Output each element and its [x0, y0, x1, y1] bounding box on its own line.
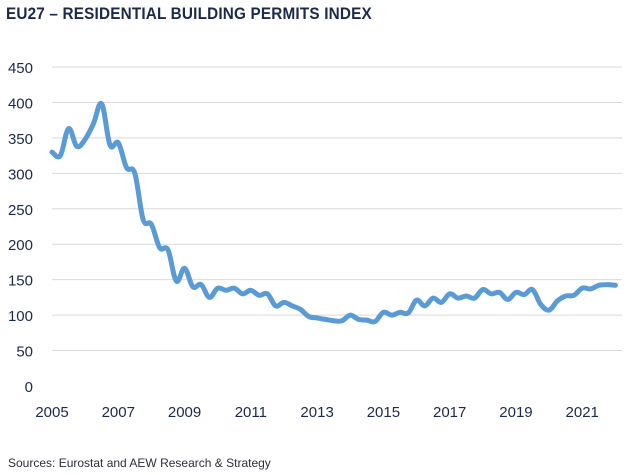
gridlines — [52, 66, 622, 352]
x-tick-label: 2017 — [433, 404, 466, 421]
x-tick-label: 2007 — [102, 404, 135, 421]
x-tick-label: 2009 — [168, 404, 201, 421]
x-tick-label: 2011 — [235, 404, 267, 421]
y-tick-label: 50 — [16, 344, 33, 361]
y-axis-tick-labels: 0 50 100 150 200 250 300 350 400 450 — [8, 60, 33, 396]
y-tick-label: 250 — [8, 202, 33, 219]
y-tick-label: 300 — [8, 166, 33, 183]
x-tick-label: 2005 — [35, 404, 68, 421]
y-tick-label: 450 — [8, 60, 33, 77]
x-tick-label: 2013 — [300, 404, 333, 421]
series-line-0 — [49, 100, 618, 325]
source-note: Sources: Eurostat and AEW Research & Str… — [8, 456, 271, 470]
y-tick-label: 0 — [25, 379, 33, 396]
chart-title: EU27 – RESIDENTIAL BUILDING PERMITS INDE… — [6, 4, 372, 23]
y-tick-label: 350 — [8, 131, 33, 148]
x-tick-label: 2021 — [566, 404, 599, 421]
y-tick-label: 200 — [8, 237, 33, 254]
y-tick-label: 400 — [8, 95, 33, 112]
x-tick-label: 2019 — [499, 404, 532, 421]
y-tick-label: 150 — [8, 273, 33, 290]
y-tick-label: 100 — [8, 308, 33, 325]
series-group — [49, 100, 618, 325]
x-axis-tick-labels: 2005 2007 2009 2011 2013 2015 2017 2019 2021 — [35, 404, 599, 421]
x-tick-label: 2015 — [367, 404, 400, 421]
